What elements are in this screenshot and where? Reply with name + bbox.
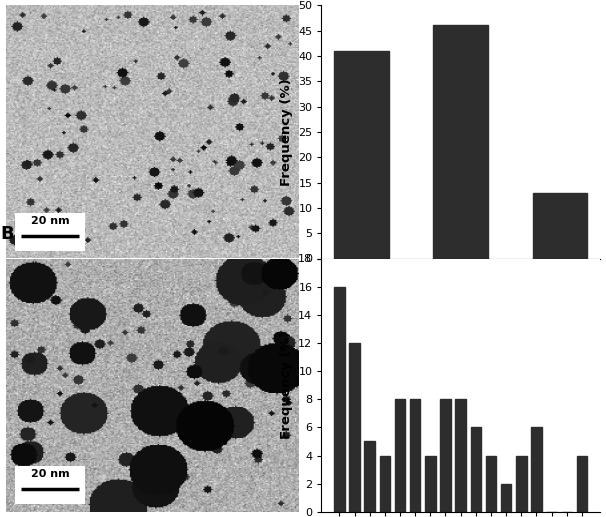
Bar <box>485 455 496 512</box>
Bar <box>533 193 587 258</box>
Bar <box>15 213 85 251</box>
Y-axis label: Frequency (%): Frequency (%) <box>280 78 293 186</box>
Bar <box>577 455 587 512</box>
Text: 20 nm: 20 nm <box>31 469 69 479</box>
Bar <box>531 428 542 512</box>
Bar <box>501 484 511 512</box>
Bar <box>334 286 345 512</box>
Y-axis label: Frequency (%): Frequency (%) <box>280 331 293 439</box>
Bar <box>425 455 436 512</box>
Bar <box>364 442 375 512</box>
Bar <box>395 399 405 512</box>
Bar <box>410 399 421 512</box>
Text: B: B <box>0 225 14 244</box>
Text: 20 nm: 20 nm <box>31 216 69 225</box>
Bar <box>349 343 360 512</box>
Bar <box>440 399 451 512</box>
Bar <box>516 455 527 512</box>
Bar <box>433 25 488 258</box>
X-axis label: Particle Size (nm): Particle Size (nm) <box>394 286 527 299</box>
Bar <box>470 428 481 512</box>
Bar <box>334 51 388 258</box>
Bar <box>455 399 466 512</box>
Bar <box>379 455 390 512</box>
Bar <box>15 466 85 504</box>
